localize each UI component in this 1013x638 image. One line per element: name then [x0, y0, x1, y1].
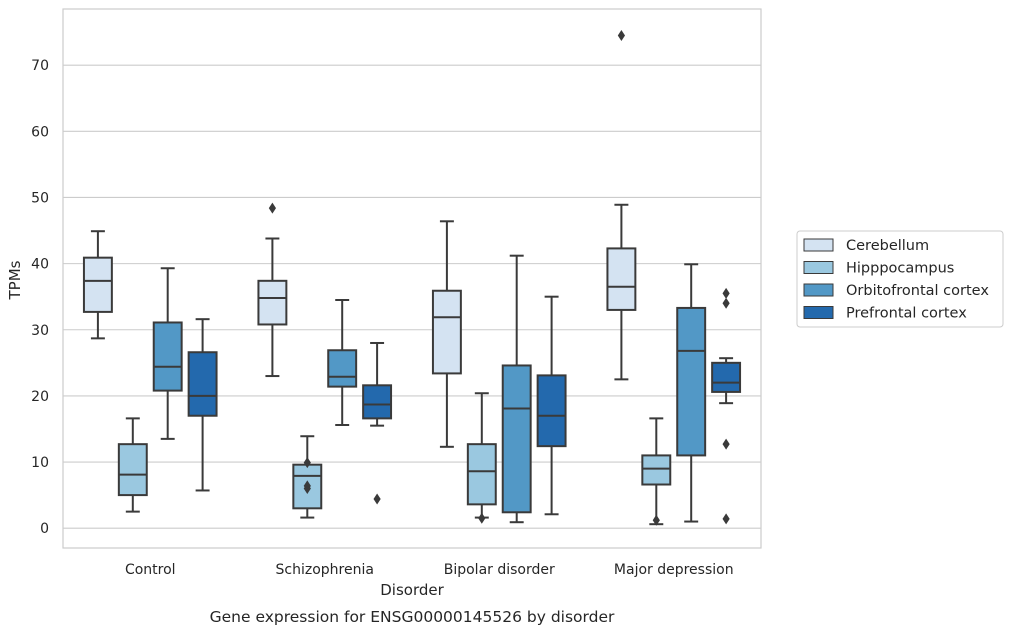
legend-swatch [803, 306, 834, 319]
outlier-point [652, 514, 660, 526]
chart-caption: Gene expression for ENSG00000145526 by d… [210, 608, 615, 626]
box-3-0 [606, 29, 637, 381]
x-tick-label: Major depression [614, 562, 734, 578]
legend-swatch [803, 261, 834, 274]
outlier-point [478, 512, 486, 524]
outlier-point [617, 29, 625, 41]
y-tick-label: 20 [31, 389, 49, 405]
x-tick-label: Control [125, 562, 176, 578]
plot-frame [62, 8, 762, 549]
outlier-point [303, 457, 311, 469]
box-0-2 [152, 267, 183, 440]
boxes [82, 29, 742, 526]
box-iqr [82, 256, 113, 313]
legend-swatch [803, 238, 834, 252]
box-1-2 [327, 298, 358, 426]
box-iqr [117, 443, 148, 497]
box-3-1 [641, 417, 672, 526]
y-axis-title: TPMs [6, 260, 24, 300]
legend: Cerebellum Hipppocampus Orbitofrontal cort… [796, 230, 1004, 328]
x-tick-labels: Control Schizophrenia Bipolar disorder Majo… [125, 562, 734, 578]
box-0-3 [187, 318, 218, 492]
box-2-2 [501, 254, 532, 524]
box-2-0 [431, 220, 462, 448]
box-1-0 [257, 202, 288, 378]
box-3-3 [711, 287, 742, 525]
legend-swatch [803, 283, 834, 297]
box-0-1 [117, 417, 148, 513]
box-iqr [257, 279, 288, 326]
legend-label: Hipppocampus [846, 261, 954, 277]
box-2-1 [466, 392, 497, 524]
y-tick-label: 0 [40, 521, 49, 537]
legend-label: Prefrontal cortex [846, 306, 967, 322]
box-iqr [431, 289, 462, 375]
box-3-2 [676, 263, 707, 523]
y-tick-label: 50 [31, 190, 49, 206]
y-tick-label: 30 [31, 323, 49, 339]
y-tick-label: 60 [31, 124, 49, 140]
box-2-3 [536, 295, 567, 516]
box-iqr [641, 454, 672, 486]
legend-label: Orbitofrontal cortex [846, 283, 989, 299]
outlier-point [373, 493, 381, 505]
outlier-point [722, 297, 730, 309]
x-axis-title: Disorder [380, 581, 444, 599]
box-iqr [606, 247, 637, 311]
box-1-3 [362, 341, 393, 505]
box-iqr [501, 364, 532, 514]
box-iqr [676, 306, 707, 457]
y-tick-label: 40 [31, 257, 49, 273]
box-iqr [187, 351, 218, 417]
outlier-point [722, 513, 730, 525]
box-1-1 [292, 435, 323, 519]
box-iqr [362, 384, 393, 420]
box-iqr [536, 374, 567, 448]
y-tick-labels: 0 10 20 30 40 50 60 70 [31, 58, 49, 537]
legend-frame [796, 230, 1004, 328]
outlier-point [722, 438, 730, 450]
legend-label: Cerebellum [846, 238, 929, 254]
y-tick-label: 70 [31, 58, 49, 74]
box-0-0 [82, 230, 113, 340]
x-tick-label: Schizophrenia [276, 562, 374, 578]
box-iqr [466, 443, 497, 506]
outlier-point [722, 287, 730, 299]
box-iqr [711, 361, 742, 393]
outlier-point [303, 480, 311, 492]
box-iqr [152, 321, 183, 392]
x-tick-label: Bipolar disorder [444, 562, 555, 578]
y-tick-label: 10 [31, 455, 49, 471]
outlier-point [268, 202, 276, 214]
box-iqr [327, 349, 358, 388]
